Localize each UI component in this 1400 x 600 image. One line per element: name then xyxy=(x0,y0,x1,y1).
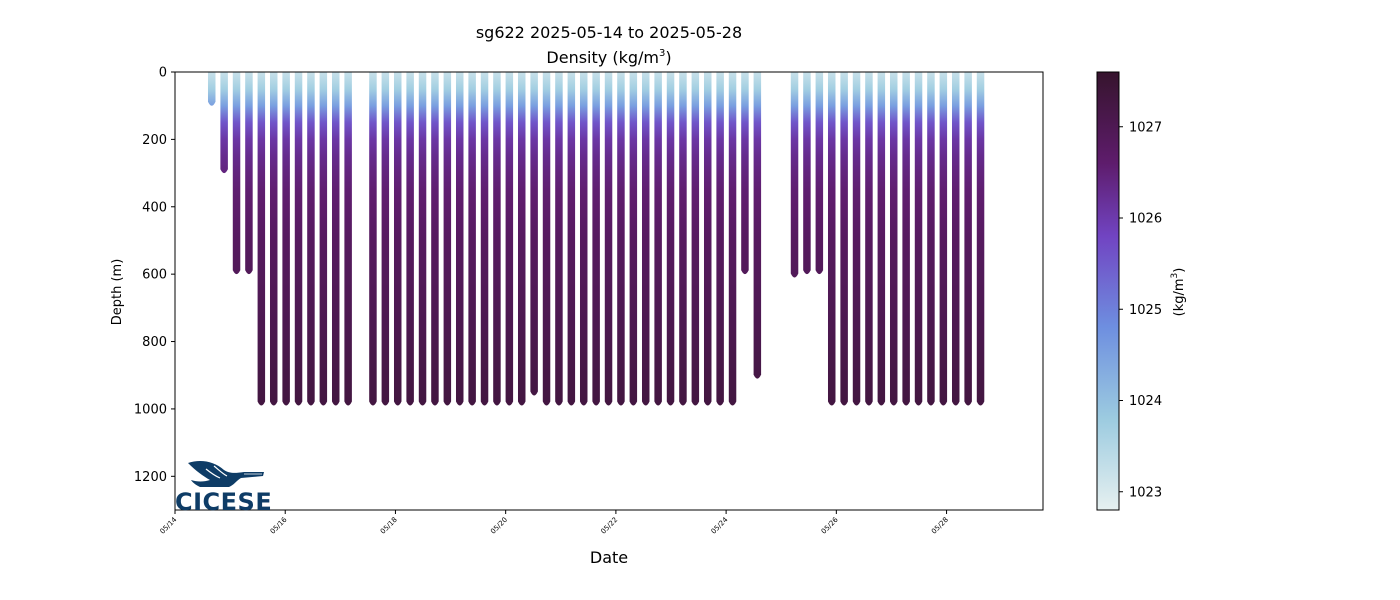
y-tick-label: 0 xyxy=(159,66,167,81)
dive-profile xyxy=(567,72,576,406)
dive-profile xyxy=(505,72,514,406)
dive-profile xyxy=(654,72,662,406)
dive-profile xyxy=(406,72,414,406)
dive-profile xyxy=(542,72,551,406)
dive-profile xyxy=(431,72,439,406)
dive-profile xyxy=(914,72,923,406)
x-tick-label: 05/26 xyxy=(820,515,840,535)
dive-profile xyxy=(790,72,799,278)
dive-profile xyxy=(245,72,253,275)
dive-profile xyxy=(803,72,811,275)
dive-profile xyxy=(393,72,402,406)
dive-profile xyxy=(840,72,848,406)
dive-profile xyxy=(443,72,452,406)
logo-text: CICESE xyxy=(175,488,272,516)
dive-profile xyxy=(939,72,948,406)
dive-profile xyxy=(269,72,278,406)
dive-profile xyxy=(827,72,836,406)
colorbar-tick-label: 1024 xyxy=(1129,394,1162,409)
x-tick-label: 05/24 xyxy=(710,515,730,535)
dive-profile xyxy=(369,72,377,406)
chart-title: sg622 2025-05-14 to 2025-05-28 xyxy=(476,23,742,42)
plot-frame xyxy=(174,71,1044,511)
dive-profile xyxy=(604,72,613,406)
x-axis-ticks: 05/14 05/16 05/18 05/20 05/22 05/24 05/26 05/28 xyxy=(158,510,950,536)
y-tick-label: 1000 xyxy=(134,402,167,417)
dive-profile xyxy=(815,72,824,275)
colorbar-tick-label: 1023 xyxy=(1129,485,1162,500)
y-axis-ticks: 0 200 400 600 800 1000 1200 xyxy=(134,66,175,485)
dive-profile xyxy=(555,72,563,406)
colorbar-tick-label: 1026 xyxy=(1129,212,1162,227)
chart-subtitle: Density (kg/m3) xyxy=(546,48,671,67)
y-tick-label: 400 xyxy=(142,200,167,215)
dive-profile xyxy=(716,72,724,406)
x-tick-label: 05/20 xyxy=(489,516,509,536)
dive-profile xyxy=(889,72,898,406)
dive-profile xyxy=(530,72,538,396)
colorbar-ticks: 1023 1024 1025 1026 1027 xyxy=(1119,120,1162,500)
dive-profile xyxy=(331,72,340,406)
colorbar xyxy=(1096,71,1120,511)
dive-profile xyxy=(666,72,675,406)
x-axis-label: Date xyxy=(590,548,628,567)
cicese-logo: CICESE xyxy=(175,461,272,516)
dive-profile xyxy=(691,72,700,406)
y-tick-label: 800 xyxy=(142,335,167,350)
dive-profile xyxy=(517,72,526,406)
dive-profile xyxy=(232,72,241,275)
dive-profile xyxy=(480,72,489,406)
dive-profile xyxy=(641,72,650,406)
dive-profile xyxy=(579,72,588,406)
dive-profile xyxy=(679,72,687,406)
dive-profile xyxy=(282,72,290,406)
dive-profile xyxy=(927,72,935,406)
pelican-logo-icon xyxy=(188,461,264,487)
dive-profile xyxy=(468,72,476,406)
dive-profile xyxy=(865,72,873,406)
x-tick-label: 05/28 xyxy=(930,516,950,536)
dive-profile xyxy=(728,72,737,406)
plot-area xyxy=(207,72,985,406)
x-tick-label: 05/18 xyxy=(379,516,399,536)
dive-profile xyxy=(455,72,464,406)
y-tick-label: 1200 xyxy=(134,470,167,485)
dive-profile xyxy=(220,72,228,174)
x-tick-label: 05/16 xyxy=(269,515,289,535)
dive-profile xyxy=(877,72,886,406)
y-axis-label: Depth (m) xyxy=(110,259,125,326)
dive-profile xyxy=(902,72,910,406)
x-tick-label: 05/14 xyxy=(158,515,178,535)
dive-profile xyxy=(319,72,328,406)
x-tick-label: 05/22 xyxy=(599,516,619,536)
dive-profile xyxy=(257,72,266,406)
dive-profile xyxy=(741,72,749,275)
dive-profile xyxy=(753,72,762,379)
dive-profile xyxy=(294,72,303,406)
dive-profile xyxy=(418,72,427,406)
colorbar-tick-label: 1027 xyxy=(1129,120,1162,135)
dive-profile xyxy=(381,72,390,406)
colorbar-label: (kg/m3) xyxy=(1170,268,1187,317)
dive-profile xyxy=(592,72,600,406)
dive-profile xyxy=(951,72,960,406)
dive-profile xyxy=(493,72,501,406)
dive-profile xyxy=(207,72,216,106)
dive-profile xyxy=(344,72,352,406)
dive-profile xyxy=(703,72,712,406)
y-tick-label: 600 xyxy=(142,268,167,283)
y-tick-label: 200 xyxy=(142,133,167,148)
dive-profile xyxy=(976,72,985,406)
dive-profile xyxy=(629,72,638,406)
colorbar-tick-label: 1025 xyxy=(1129,303,1162,318)
dive-profile xyxy=(307,72,315,406)
dive-profile xyxy=(852,72,861,406)
dive-profile xyxy=(617,72,625,406)
dive-profile xyxy=(964,72,972,406)
